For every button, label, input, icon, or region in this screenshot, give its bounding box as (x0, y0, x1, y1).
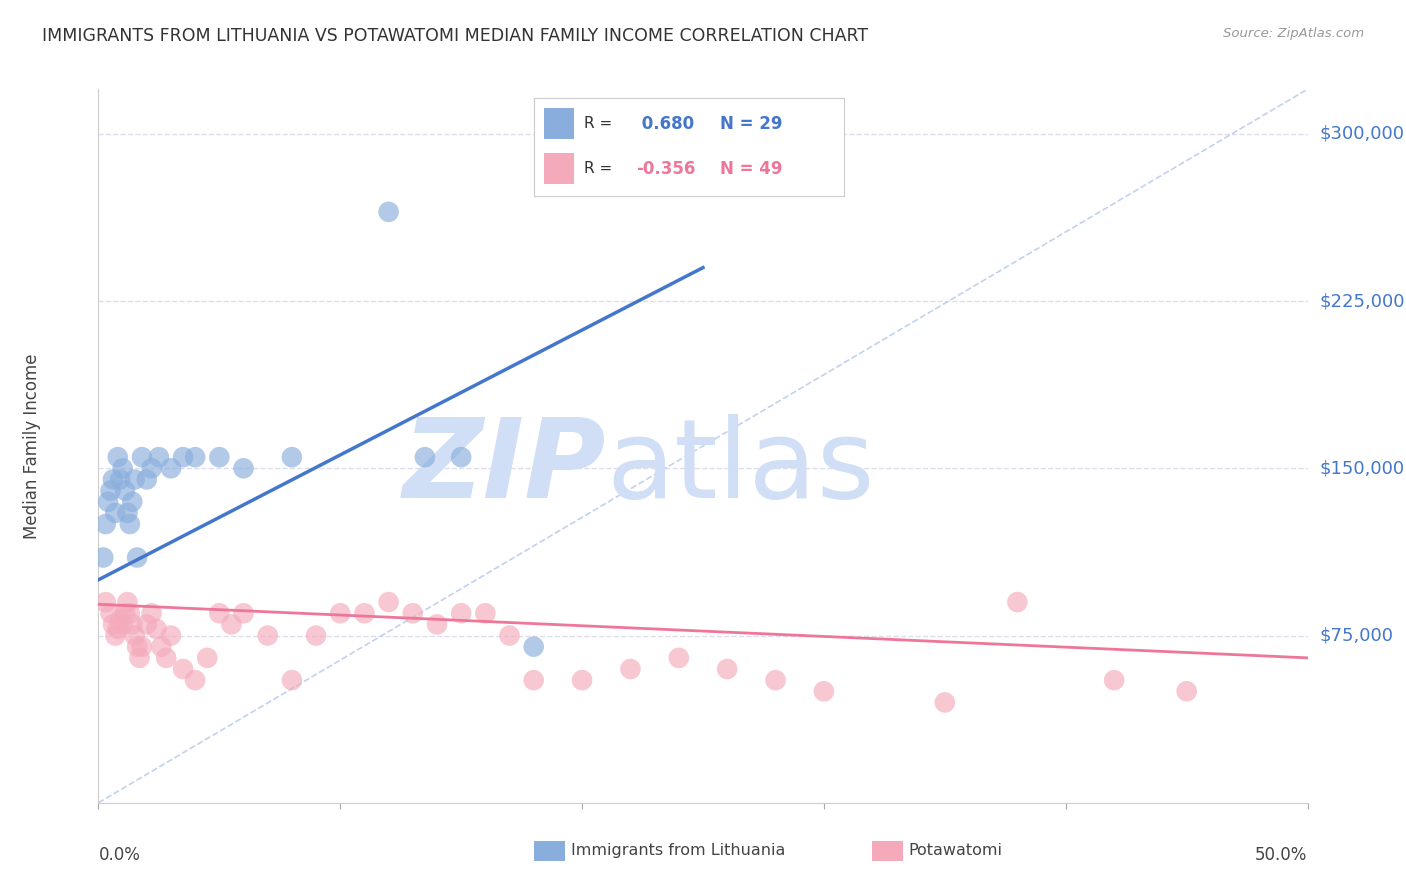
Point (100, 607, 122, 621)
Point (184, 673, 207, 687)
Point (127, 550, 149, 565)
Point (426, 617, 449, 632)
Point (232, 461, 254, 475)
Point (160, 628, 183, 642)
Point (402, 607, 425, 621)
Bar (544, 153, 575, 185)
Text: Median Family Income: Median Family Income (22, 353, 41, 539)
Point (107, 622, 129, 636)
Point (145, 622, 167, 636)
Text: N = 49: N = 49 (720, 160, 782, 178)
Text: Potawatomi: Potawatomi (908, 844, 1002, 858)
Point (101, 617, 124, 632)
Point (150, 640, 173, 654)
Point (131, 450, 153, 464)
Point (619, 662, 641, 676)
Text: -0.356: -0.356 (637, 160, 696, 178)
Point (121, 494, 143, 508)
Point (128, 651, 150, 665)
Point (141, 461, 163, 475)
Point (124, 628, 146, 642)
Point (141, 607, 163, 621)
Point (131, 640, 153, 654)
Point (523, 640, 546, 654)
Point (221, 617, 243, 632)
Text: $150,000: $150,000 (1320, 459, 1405, 477)
Point (450, 607, 472, 621)
Text: 0.680: 0.680 (637, 115, 695, 133)
Point (172, 450, 194, 464)
Point (450, 450, 472, 464)
Text: R =: R = (583, 116, 617, 131)
Point (232, 607, 254, 621)
Point (208, 450, 231, 464)
Point (108, 613, 131, 627)
Point (94, 517, 117, 532)
Point (172, 662, 194, 676)
Text: $225,000: $225,000 (1320, 292, 1405, 310)
Point (160, 461, 183, 475)
Text: R =: R = (583, 161, 617, 177)
Point (107, 450, 129, 464)
Text: IMMIGRANTS FROM LITHUANIA VS POTAWATOMI MEDIAN FAMILY INCOME CORRELATION CHART: IMMIGRANTS FROM LITHUANIA VS POTAWATOMI … (42, 27, 869, 45)
Point (111, 461, 134, 475)
Point (155, 651, 177, 665)
Text: 0.0%: 0.0% (98, 846, 141, 863)
Point (100, 483, 122, 498)
Point (668, 651, 690, 665)
Point (114, 607, 136, 621)
Point (716, 662, 738, 676)
Point (97, 494, 120, 508)
Bar (544, 108, 575, 139)
Point (127, 640, 149, 654)
Text: ZIP: ZIP (402, 414, 606, 521)
Text: 50.0%: 50.0% (1256, 846, 1308, 863)
Point (208, 607, 231, 621)
Text: Immigrants from Lithuania: Immigrants from Lithuania (571, 844, 785, 858)
Point (571, 673, 593, 687)
Text: Source: ZipAtlas.com: Source: ZipAtlas.com (1223, 27, 1364, 40)
Text: $300,000: $300,000 (1320, 125, 1405, 143)
Point (1007, 595, 1029, 609)
Point (498, 628, 520, 642)
Point (281, 673, 304, 687)
Point (101, 473, 124, 487)
Text: N = 29: N = 29 (720, 115, 782, 133)
Point (813, 684, 835, 698)
Point (111, 617, 134, 632)
Point (377, 204, 399, 219)
Point (104, 628, 127, 642)
Point (329, 607, 352, 621)
Point (474, 607, 496, 621)
Point (118, 517, 141, 532)
Point (256, 628, 278, 642)
Point (148, 450, 170, 464)
Point (108, 473, 131, 487)
Point (104, 506, 127, 520)
Point (114, 483, 136, 498)
Point (118, 607, 141, 621)
Text: $75,000: $75,000 (1320, 626, 1393, 645)
Point (377, 595, 399, 609)
Point (135, 473, 157, 487)
Point (184, 450, 207, 464)
Point (121, 617, 143, 632)
Point (1102, 673, 1125, 687)
Point (195, 651, 218, 665)
Point (413, 450, 436, 464)
Point (934, 696, 956, 710)
Point (124, 473, 146, 487)
Point (91, 550, 114, 565)
Point (117, 506, 139, 520)
Text: atlas: atlas (606, 414, 875, 521)
Point (1175, 684, 1198, 698)
Point (765, 673, 787, 687)
Point (281, 450, 304, 464)
Point (94, 595, 117, 609)
Point (305, 628, 328, 642)
Point (117, 595, 139, 609)
Point (353, 607, 375, 621)
Point (135, 617, 157, 632)
Point (523, 673, 546, 687)
